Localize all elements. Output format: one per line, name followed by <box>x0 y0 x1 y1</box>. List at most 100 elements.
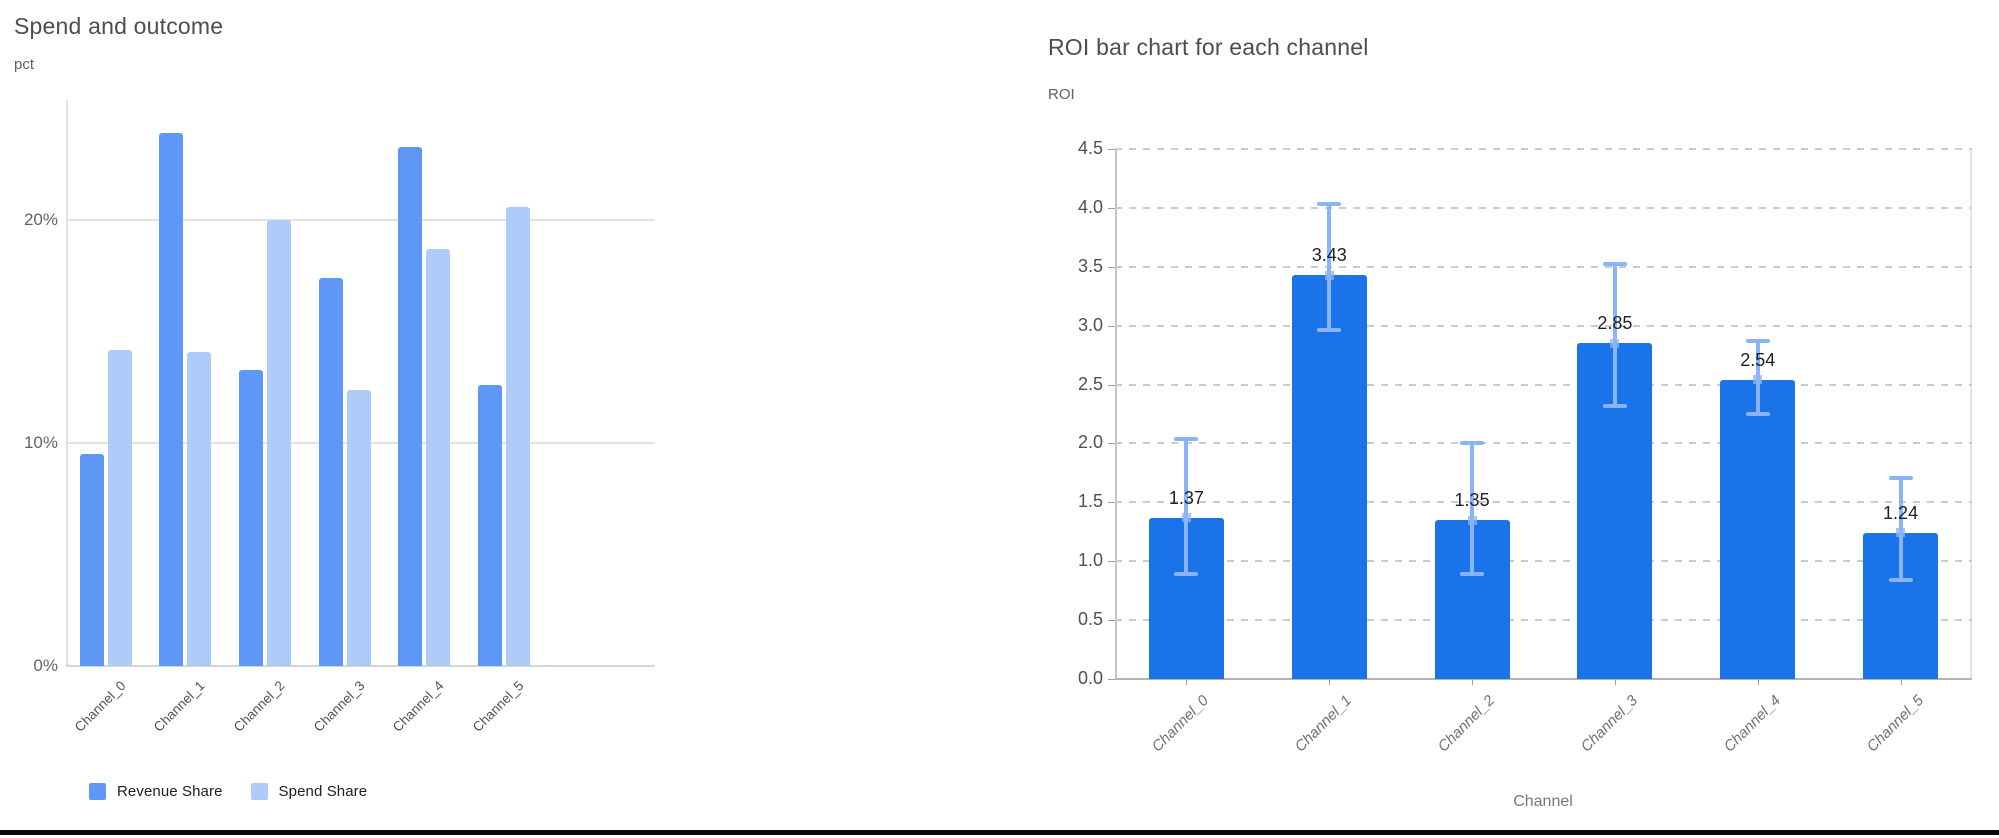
window-bottom-edge <box>0 830 1999 835</box>
y-axis-tick <box>1108 325 1115 327</box>
y-tick-label: 10% <box>23 433 58 453</box>
error-bar-cap-bottom <box>1317 328 1342 333</box>
x-axis-tick <box>1757 679 1759 685</box>
spend-outcome-plot-area <box>66 100 655 667</box>
gridline <box>1115 560 1972 563</box>
roi-chart[interactable]: ROI bar chart for each channel ROI 1.37 3… <box>1040 0 1999 838</box>
y-axis-tick <box>1108 561 1115 563</box>
bar-revenue-share <box>398 146 423 666</box>
y-tick-label: 3.0 <box>1077 314 1103 335</box>
y-tick-label: 20% <box>23 210 58 230</box>
legend-label-revenue-share: Revenue Share <box>117 783 223 800</box>
error-bar-cap-bottom <box>1174 572 1199 577</box>
error-bar-marker <box>1896 528 1906 538</box>
y-tick-label: 4.5 <box>1077 138 1103 158</box>
bar-roi <box>1291 275 1367 679</box>
bar-revenue-share <box>159 133 184 666</box>
x-axis-baseline <box>1115 678 1972 680</box>
x-axis-title: Channel <box>1513 793 1573 810</box>
y-axis-tick <box>1108 266 1115 268</box>
error-bar-cap-bottom <box>1602 403 1627 408</box>
bar-revenue-share <box>318 278 343 666</box>
error-bar-line <box>1470 443 1475 575</box>
x-tick-label: Channel_3 <box>1577 692 1641 756</box>
bar-roi <box>1720 379 1796 679</box>
bar-spend-share <box>187 351 212 666</box>
bar-value-label: 1.35 <box>1454 490 1490 510</box>
error-bar-marker <box>1324 270 1334 280</box>
roi-y-axis-unit: ROI <box>1048 86 1075 103</box>
error-bar-cap-top <box>1602 262 1627 267</box>
spend-share-swatch-icon <box>250 783 268 800</box>
x-tick-label: Channel_5 <box>469 678 527 735</box>
gridline <box>1115 265 1972 268</box>
y-tick-label: 1.5 <box>1077 491 1103 512</box>
gridline <box>1115 148 1972 150</box>
x-tick-label: Channel_2 <box>1434 692 1499 756</box>
bar-spend-share <box>107 349 132 666</box>
y-tick-label: 0% <box>33 656 58 675</box>
gridline <box>1115 619 1972 622</box>
spend-outcome-y-axis-unit: pct <box>14 56 35 73</box>
bar-spend-share <box>505 206 530 666</box>
spend-outcome-chart[interactable]: Spend and outcome pct 0% 10% 20% Channel_0… <box>0 0 700 838</box>
revenue-share-swatch-icon <box>89 783 106 800</box>
error-bar-cap-top <box>1174 436 1199 441</box>
x-axis-tick <box>1329 679 1331 685</box>
gridline <box>1115 383 1972 386</box>
error-bar-line <box>1184 438 1189 575</box>
bar-value-label: 1.37 <box>1168 487 1204 508</box>
y-tick-label: 0.0 <box>1077 668 1103 688</box>
error-bar-cap-top <box>1888 475 1913 480</box>
roi-plot-area: 1.37 3.43 1.35 2.85 2.54 1.24 <box>1115 148 1972 685</box>
plot-right-border <box>1970 149 1972 679</box>
x-tick-label: Channel_5 <box>1863 692 1927 756</box>
error-bar-marker <box>1753 375 1763 385</box>
x-tick-label: Channel_3 <box>310 678 368 735</box>
gridline <box>66 219 655 222</box>
x-axis-tick <box>1900 679 1902 685</box>
y-tick-label: 1.0 <box>1077 550 1103 571</box>
error-bar-cap-top <box>1745 338 1770 343</box>
legend: Revenue Share Spend Share <box>89 783 367 800</box>
error-bar-cap-top <box>1317 202 1342 207</box>
y-axis-tick <box>1108 443 1115 445</box>
error-bar-marker <box>1181 513 1191 523</box>
bar-value-label: 2.54 <box>1740 349 1776 370</box>
y-axis-tick <box>1108 620 1115 622</box>
y-tick-label: 3.5 <box>1077 255 1103 276</box>
y-axis-tick <box>1108 149 1115 150</box>
x-tick-label: Channel_0 <box>1149 692 1213 756</box>
y-tick-label: 0.5 <box>1077 609 1103 630</box>
bar-revenue-share <box>79 454 104 666</box>
error-bar-line <box>1327 204 1332 331</box>
y-tick-label: 2.5 <box>1077 373 1103 394</box>
x-axis-baseline <box>66 665 655 667</box>
bar-value-label: 2.85 <box>1597 313 1633 334</box>
x-tick-label: Channel_1 <box>1291 692 1356 756</box>
x-axis-tick <box>1472 679 1474 685</box>
bar-value-label: 1.24 <box>1883 502 1919 523</box>
legend-label-spend-share: Spend Share <box>278 783 368 800</box>
spend-outcome-chart-title: Spend and outcome <box>14 13 224 39</box>
x-tick-label: Channel_4 <box>1720 692 1784 756</box>
error-bar-cap-bottom <box>1745 412 1770 416</box>
error-bar-cap-top <box>1460 441 1485 446</box>
error-bar-line <box>1612 264 1617 406</box>
y-tick-label: 2.0 <box>1077 432 1103 453</box>
legend-item-revenue-share[interactable]: Revenue Share <box>89 783 223 800</box>
bar-spend-share <box>426 249 451 666</box>
y-axis-tick <box>1108 679 1115 680</box>
gridline <box>1115 206 1972 209</box>
legend-item-spend-share[interactable]: Spend Share <box>250 783 368 800</box>
x-axis-tick <box>1614 679 1616 685</box>
y-axis-tick <box>1108 502 1115 504</box>
error-bar-cap-bottom <box>1888 578 1913 583</box>
gridline <box>1115 501 1972 504</box>
x-tick-label: Channel_0 <box>71 678 129 735</box>
error-bar-marker <box>1467 515 1477 525</box>
y-tick-label: 4.0 <box>1077 196 1103 217</box>
bar-spend-share <box>267 220 292 666</box>
bar-spend-share <box>346 389 371 666</box>
